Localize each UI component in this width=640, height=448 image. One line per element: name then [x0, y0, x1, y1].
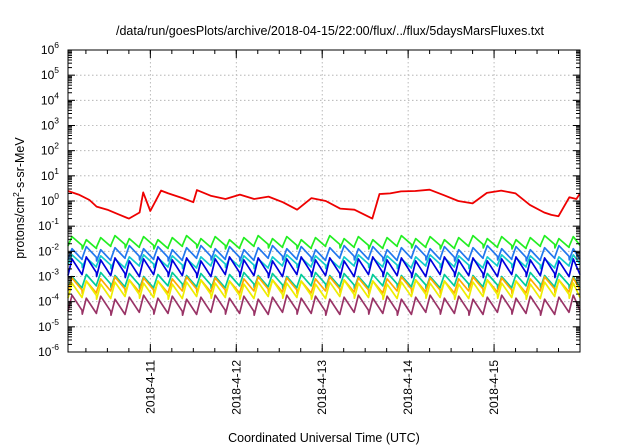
series-line-3	[67, 254, 581, 270]
y-ticks: 10-610-510-410-310-210-11001011021031041…	[38, 40, 580, 359]
y-axis-label-b: -s-sr-MeV	[13, 137, 27, 193]
x-ticks: 2018-4-11 2018-4-12 2018-4-13 2018-4-14 2018…	[85, 50, 560, 415]
series-line-1	[67, 234, 581, 250]
y-tick-base: 10	[41, 93, 55, 107]
x-tick-label: 2018-4-11	[143, 360, 157, 414]
y-tick-base: 10	[38, 345, 52, 359]
y-tick-exponent: 2	[54, 141, 59, 151]
series-line-4	[67, 256, 581, 279]
y-tick-label: 102	[41, 141, 59, 158]
y-tick-label: 10-5	[38, 317, 59, 334]
y-axis-label: protons/cm2-s-sr-MeV	[11, 137, 27, 259]
x-tick-label: 2018-4-14	[401, 360, 415, 415]
y-tick-label: 10-3	[38, 267, 59, 284]
y-tick-base: 10	[41, 169, 55, 183]
y-tick-base: 10	[41, 144, 55, 158]
y-tick-base: 10	[41, 119, 55, 133]
y-tick-exponent: 1	[54, 166, 59, 176]
y-axis-label-a: protons/cm	[13, 197, 27, 259]
y-tick-label: 104	[41, 90, 59, 107]
y-tick-label: 103	[41, 116, 59, 133]
x-axis-label: Coordinated Universal Time (UTC)	[228, 431, 420, 445]
y-tick-base: 10	[38, 295, 52, 309]
y-tick-exponent: 6	[54, 40, 59, 50]
x-tick-label: 2018-4-15	[487, 360, 501, 415]
y-tick-base: 10	[41, 194, 55, 208]
y-tick-exponent: -4	[51, 292, 59, 302]
chart-title: /data/run/goesPlots/archive/2018-04-15/2…	[116, 24, 545, 38]
grid	[68, 50, 580, 352]
y-axis-label-sup: 2	[11, 192, 21, 197]
y-tick-exponent: 5	[54, 65, 59, 75]
y-tick-exponent: -6	[51, 342, 59, 352]
y-tick-label: 10-2	[38, 241, 59, 258]
y-tick-exponent: -3	[51, 267, 59, 277]
x-tick-label: 2018-4-13	[315, 360, 329, 415]
y-tick-label: 105	[41, 65, 59, 82]
series-line-5	[67, 271, 581, 290]
series-layer	[67, 188, 581, 317]
y-tick-exponent: 3	[54, 116, 59, 126]
y-tick-exponent: 4	[54, 90, 59, 100]
y-tick-label: 10-4	[38, 292, 59, 309]
series-line-0	[67, 188, 581, 220]
y-tick-label: 10-6	[38, 342, 59, 359]
series-line-7	[67, 279, 581, 301]
y-tick-base: 10	[38, 219, 52, 233]
y-tick-base: 10	[38, 244, 52, 258]
y-tick-label: 101	[41, 166, 59, 183]
y-tick-label: 100	[41, 191, 59, 208]
y-tick-base: 10	[38, 320, 52, 334]
y-tick-label: 106	[41, 40, 59, 57]
y-tick-exponent: 0	[54, 191, 59, 201]
y-tick-exponent: -1	[51, 216, 59, 226]
series-line-2	[67, 244, 581, 262]
y-tick-exponent: -5	[51, 317, 59, 327]
y-tick-base: 10	[41, 68, 55, 82]
y-tick-base: 10	[38, 270, 52, 284]
x-tick-label: 2018-4-12	[229, 360, 243, 415]
y-tick-label: 10-1	[38, 216, 59, 233]
y-tick-base: 10	[41, 43, 55, 57]
y-tick-exponent: -2	[51, 241, 59, 251]
series-line-8	[67, 294, 581, 317]
